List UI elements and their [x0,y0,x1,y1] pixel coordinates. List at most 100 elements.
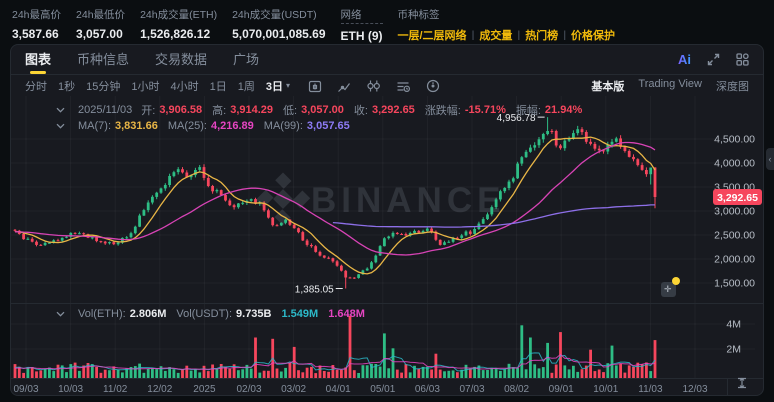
interval-2[interactable]: 15分钟 [86,80,121,93]
x-axis-labels[interactable]: 09/03 10/03 11/02 12/02 2025 02/03 03/02 04/01 0… [13,384,707,395]
tag-link-2[interactable]: 热门榜 [525,30,559,42]
svg-text:12/03: 12/03 [682,384,707,395]
expand-icon[interactable] [707,53,720,66]
ma25-line [15,141,656,256]
stat-label: 网络 [340,7,383,24]
legend-field: 收: 3,292.65 [354,102,415,118]
tag-separator: | [563,29,566,41]
tag-link-3[interactable]: 价格保护 [571,30,615,42]
ma7-line [14,136,656,275]
layout-grid-icon[interactable] [736,53,749,66]
price-volume-chart[interactable]: BINANCE 4,956.78 1,385.05 4,500.00 4,000.… [11,96,763,396]
legend-field-label: 振幅: [515,105,541,117]
legend-field-value: 4,216.89 [210,120,254,132]
svg-text:2M: 2M [726,344,741,356]
svg-text:10/01: 10/01 [593,384,618,395]
interval-6[interactable]: 1周 [237,80,255,93]
svg-text:1,385.05: 1,385.05 [295,285,334,296]
collapse-ohlc-icon[interactable] [56,107,65,113]
svg-text:1,500.00: 1,500.00 [714,278,755,290]
tab-1[interactable]: 币种信息 [77,52,130,67]
legend-field: 高: 3,914.29 [212,102,273,118]
legend-field-value: 1.648M [328,308,365,320]
cursor-dot [672,277,680,285]
svg-text:08/02: 08/02 [504,384,529,395]
legend-field-label: 高: [212,105,227,117]
tabs-right-actions: Ai [678,52,749,67]
ma-legend: MA(7): 3,831.66 MA(25): 4,216.89 MA(99): 3,05… [56,120,350,132]
token-tags-label: 币种标签 [397,9,440,21]
legend-field-label: MA(25): [167,120,207,132]
toolbar-row: 分时 1秒 15分钟 1小时 4小时 1日 1周 3日 ▾ [11,75,763,96]
low-annotation: 1,385.05 [295,285,343,296]
token-tags: 币种标签 一层/二层网络 | 成交量 | 热门榜 | 价格保护 [398,7,616,43]
tag-separator: | [517,29,521,41]
view-option-2[interactable]: 深度图 [716,80,749,93]
ai-assistant-button[interactable]: Ai [678,52,691,67]
tag-link-1[interactable]: 成交量 [479,30,513,42]
view-option-1[interactable]: Trading View [638,77,702,90]
cursor-indicator: ✛ [661,277,680,297]
drawing-tools-icon[interactable] [337,79,351,93]
interval-3[interactable]: 1小时 [131,80,160,93]
svg-text:4,956.78: 4,956.78 [497,113,536,124]
legend-field-value: 3,292.65 [371,104,415,116]
legend-field-label: 收: [353,105,368,117]
indicator-settings-icon[interactable] [396,79,411,93]
tab-0[interactable]: 图表 [25,45,51,74]
collapse-volume-icon[interactable] [56,311,65,317]
legend-field: Vol(ETH): 2.806M [78,308,166,320]
ohlc-legend: 2025/11/03 开: 3,906.58 高: 3,914.29 低: 3,057.0… [56,102,582,118]
binance-logo-icon [255,172,311,226]
tab-2[interactable]: 交易数据 [155,52,208,67]
pane-dividers [11,303,763,395]
collapse-ma-icon[interactable] [56,123,65,129]
legend-field-value: 21.94% [544,104,583,116]
axis-scale-icon[interactable] [735,376,749,394]
stat-item-1: 24h最低价 3,057.00 [76,7,125,41]
chart-area: BINANCE 4,956.78 1,385.05 4,500.00 4,000.… [11,96,763,396]
chart-grid [11,96,755,378]
volume-series[interactable] [13,315,657,379]
svg-text:4,500.00: 4,500.00 [714,134,755,146]
legend-field: 开: 3,906.58 [141,102,202,118]
interval-1[interactable]: 1秒 [58,80,76,93]
panel-collapse-handle[interactable]: ‹ [766,148,774,170]
view-option-0[interactable]: 基本版 [591,80,625,93]
tab-3[interactable]: 广场 [233,52,260,67]
high-annotation: 4,956.78 [497,113,545,124]
chart-style-icon[interactable] [308,79,322,93]
history-icon[interactable] [426,79,440,93]
legend-field-label: MA(7): [78,120,111,132]
interval-5[interactable]: 1日 [209,80,227,93]
current-price-badge: 3,292.65 [713,189,762,205]
stat-item-4: 网络 ETH (9) [340,7,383,43]
interval-4[interactable]: 4小时 [170,80,199,93]
stat-label: 24h成交量(USDT) [232,9,317,21]
svg-text:05/01: 05/01 [370,384,395,395]
legend-field-value: 3,831.66 [115,120,158,132]
svg-text:11/03: 11/03 [638,384,663,395]
compare-icon[interactable] [366,79,381,93]
legend-field: Vol(USDT): 9.735B [176,308,271,320]
svg-text:07/03: 07/03 [459,384,484,395]
svg-text:2,500.00: 2,500.00 [714,230,755,242]
legend-field-value: 9.735B [236,308,272,320]
candlestick-series[interactable] [13,117,657,289]
tabs-row: 图表 币种信息 交易数据 广场 Ai [11,45,763,75]
svg-text:04/01: 04/01 [326,384,351,395]
tag-link-0[interactable]: 一层/二层网络 [397,30,467,42]
stat-value: ETH (9) [340,29,383,43]
legend-field-label: 低: [283,105,298,117]
tabs: 图表 币种信息 交易数据 广场 [25,45,678,74]
interval-active[interactable]: 3日 ▾ [265,80,291,93]
interval-0[interactable]: 分时 [25,80,47,93]
y-axis-labels[interactable]: 4,500.004,000.003,500.003,000.002,500.00… [714,134,755,356]
chart-tool-icons [308,79,591,93]
legend-field-value: 3,906.58 [159,104,203,116]
legend-field-value: 2.806M [129,308,167,320]
stat-item-3: 24h成交量(USDT) 5,070,001,085.69 [232,7,325,41]
svg-text:03/02: 03/02 [281,384,306,395]
volume-legend: Vol(ETH): 2.806M Vol(USDT): 9.735B 1.549M 1.6… [56,308,365,320]
svg-text:09/01: 09/01 [549,384,574,395]
